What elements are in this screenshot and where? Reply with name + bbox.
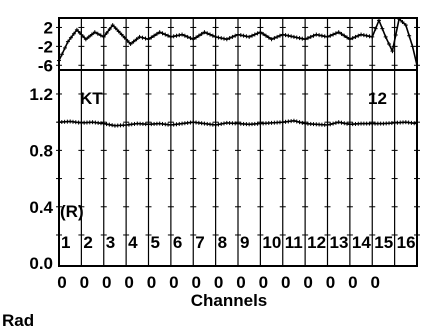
x-tick-label: 0 — [57, 273, 66, 292]
channel-number: 8 — [218, 233, 227, 252]
residual-y-tick-label: -2 — [38, 37, 53, 56]
channel-number: 2 — [83, 233, 92, 252]
x-tick-label: 0 — [102, 273, 111, 292]
x-axis-title: Channels — [191, 291, 268, 310]
main-y-tick-label: 0.0 — [29, 254, 53, 273]
channel-number: 12 — [307, 233, 326, 252]
channel-number: 9 — [240, 233, 249, 252]
residual-panel-grid — [56, 18, 420, 70]
channel-number: 11 — [285, 233, 303, 252]
residual-y-tick-labels: 2-2-6 — [38, 18, 53, 75]
main-y-tick-labels: 1.2 0.8 0.4 0.0 — [29, 85, 53, 273]
residual-y-tick-label: -6 — [38, 56, 53, 75]
channel-number: 4 — [128, 233, 138, 252]
residual-y-tick-label: 2 — [44, 18, 53, 37]
channel-number: 13 — [330, 233, 349, 252]
footer-label: Rad — [2, 311, 34, 326]
x-tick-label: 0 — [80, 273, 89, 292]
channel-number: 15 — [374, 233, 393, 252]
channel-number: 1 — [61, 233, 70, 252]
x-tick-label: 0 — [259, 273, 268, 292]
x-tick-label: 0 — [147, 273, 156, 292]
x-tick-label: 0 — [169, 273, 178, 292]
x-tick-label: 0 — [348, 273, 357, 292]
x-tick-label: 0 — [192, 273, 201, 292]
channel-number: 10 — [262, 233, 281, 252]
annotation-left: KT — [80, 89, 103, 108]
main-panel-frame — [58, 69, 418, 267]
channel-number: 16 — [397, 233, 416, 252]
channel-number: 14 — [352, 233, 371, 252]
x-tick-label: 0 — [281, 273, 290, 292]
channel-number: 3 — [106, 233, 115, 252]
x-tick-label: 0 — [124, 273, 133, 292]
x-tick-label: 0 — [326, 273, 335, 292]
residual-series — [57, 16, 418, 66]
channel-number: 6 — [173, 233, 182, 252]
x-tick-label: 0 — [236, 273, 245, 292]
channel-number: 7 — [195, 233, 204, 252]
annotation-right: 12 — [368, 89, 387, 108]
channel-number: 5 — [151, 233, 160, 252]
main-y-tick-label: 1.2 — [29, 85, 53, 104]
annotation-corner: (R) — [60, 202, 84, 221]
x-tick-label: 0 — [303, 273, 312, 292]
channel-number-labels: 1 2 3 4 5 6 7 8 9 10 11 12 13 14 15 16 — [61, 233, 416, 252]
main-y-tick-label: 0.4 — [29, 198, 53, 217]
main-series — [57, 118, 418, 128]
main-y-tick-label: 0.8 — [29, 141, 53, 160]
x-tick-label: 0 — [371, 273, 380, 292]
x-tick-label: 0 — [214, 273, 223, 292]
